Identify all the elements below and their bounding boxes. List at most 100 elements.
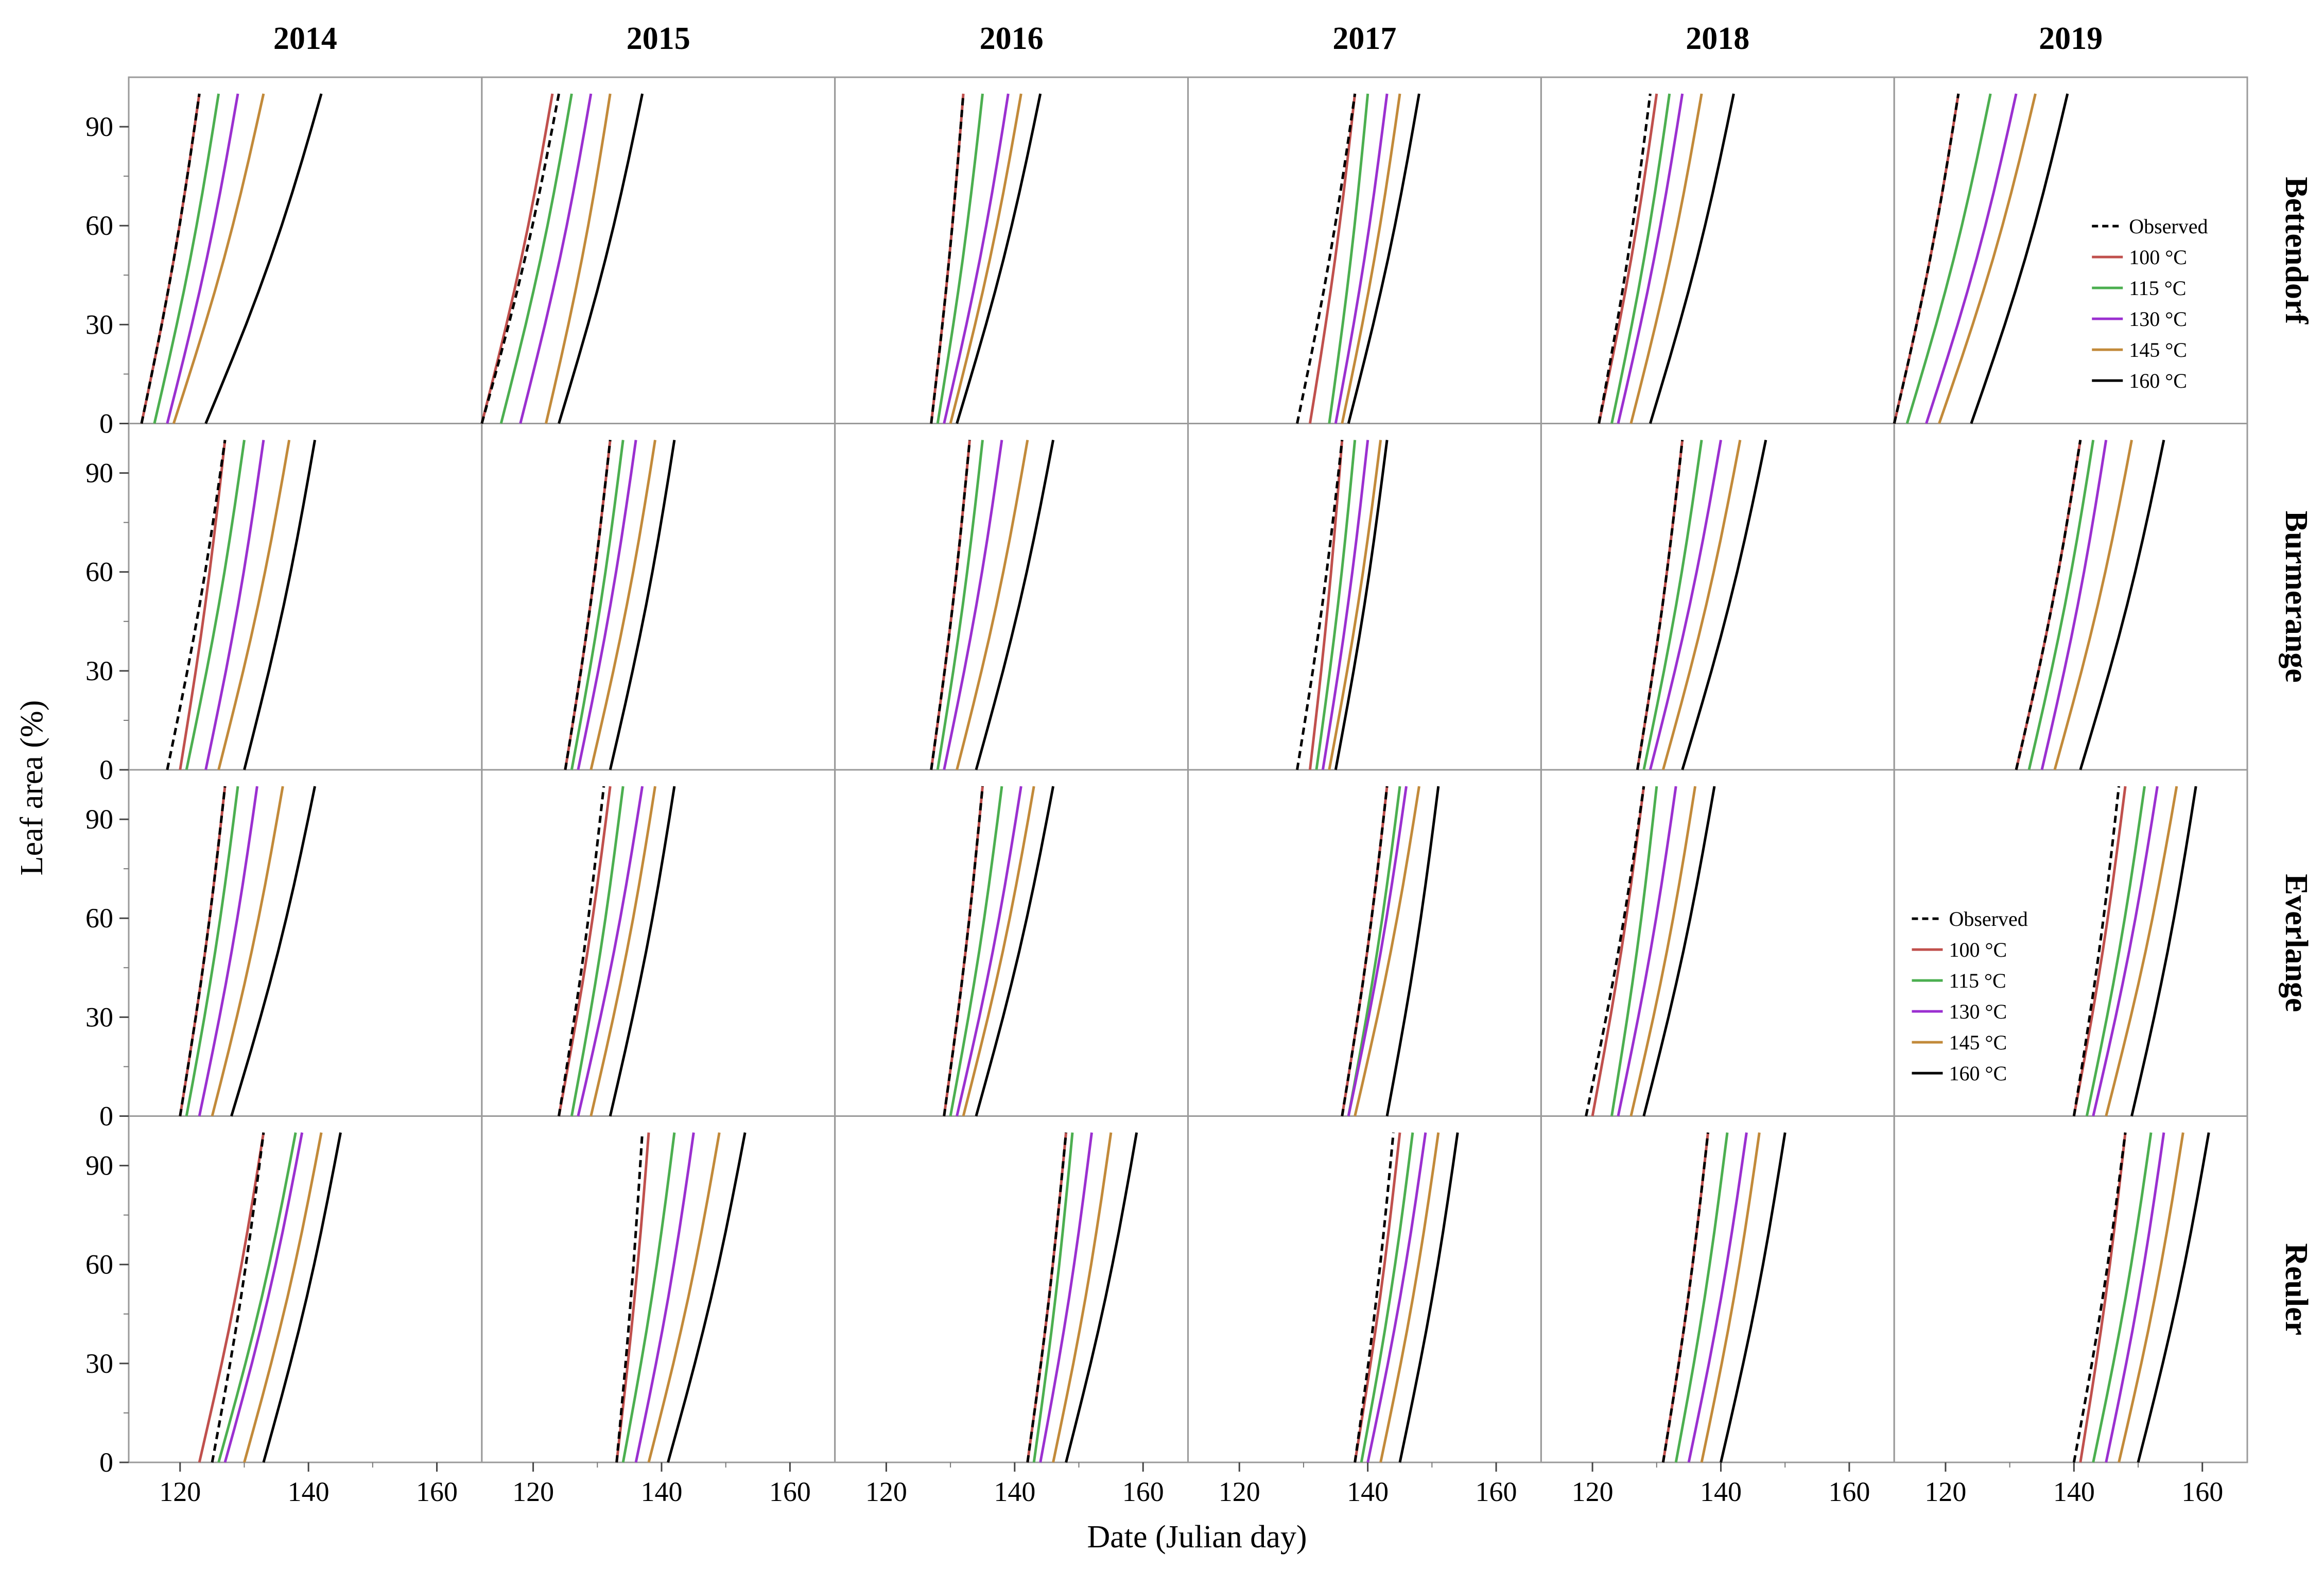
series-115-c-reuler-2015 (621, 1132, 676, 1463)
legend-bettendorf-2019: Observed 100 °C 115 °C 130 °C 145 °C 160 °C (2088, 208, 2238, 401)
series-100-c-everlange-2019 (2072, 786, 2127, 1116)
series-100-c-bettendorf-2015 (480, 93, 554, 424)
series-observed-everlange-2017 (1341, 786, 1389, 1116)
y-tick-label-everlange-60: 60 (85, 903, 113, 934)
y-tick-label-everlange-30: 30 (85, 1002, 113, 1032)
series-100-c-reuler-2014 (198, 1132, 265, 1463)
series-145-c-reuler-2014 (243, 1132, 323, 1463)
panel-frame-everlange-2017 (1187, 769, 1542, 1117)
series-145-c-everlange-2016 (962, 786, 1035, 1117)
y-tick-label-bettendorf-0: 0 (99, 408, 113, 439)
series-145-c-everlange-2014 (211, 786, 284, 1117)
series-115-c-bettendorf-2014 (153, 93, 220, 424)
legend-label-observed-everlange-2019: Observed (1949, 907, 2027, 930)
series-115-c-everlange-2015 (570, 786, 625, 1116)
series-115-c-burmerange-2018 (1642, 440, 1703, 770)
year-label-2015: 2015 (627, 21, 690, 56)
series-115-c-burmerange-2017 (1315, 440, 1357, 770)
cultivar-row-labels: Bettendorf Burmerange Everlange Reuler (2279, 177, 2314, 1335)
series-160-c-everlange-2015 (609, 786, 676, 1117)
series-160-c-bettendorf-2019 (1970, 93, 2069, 424)
y-tick-label-bettendorf-30: 30 (85, 309, 113, 340)
series-observed-bettendorf-2019 (1893, 93, 1960, 424)
series-100-c-bettendorf-2018 (1598, 93, 1658, 424)
series-160-c-bettendorf-2018 (1649, 93, 1735, 424)
panel-frame-everlange-2014 (128, 769, 483, 1117)
series-130-c-bettendorf-2019 (1925, 93, 2018, 424)
series-115-c-bettendorf-2018 (1610, 93, 1671, 424)
series-130-c-burmerange-2018 (1649, 440, 1722, 770)
series-130-c-everlange-2017 (1347, 786, 1408, 1117)
series-145-c-everlange-2017 (1354, 786, 1420, 1117)
x-tick-label-2019-120: 120 (1924, 1476, 1966, 1507)
series-observed-reuler-2015 (615, 1132, 644, 1463)
series-observed-everlange-2014 (179, 786, 227, 1116)
series-160-c-reuler-2016 (1065, 1132, 1138, 1463)
series-130-c-bettendorf-2017 (1334, 93, 1389, 424)
series-130-c-reuler-2016 (1039, 1132, 1093, 1463)
panel-frame-reuler-2015 (481, 1115, 836, 1463)
y-tick-label-everlange-90: 90 (85, 804, 113, 835)
y-tick-label-reuler-30: 30 (85, 1348, 113, 1379)
x-tick-label-2014-140: 140 (288, 1476, 329, 1507)
series-100-c-bettendorf-2019 (1893, 93, 1960, 424)
legend-label-observed-bettendorf-2019: Observed (2129, 215, 2208, 238)
panel-frame-bettendorf-2016 (834, 76, 1189, 424)
legend-label-100-c-everlange-2019: 100 °C (1949, 938, 2007, 961)
series-160-c-burmerange-2015 (609, 440, 676, 770)
series-145-c-bettendorf-2018 (1629, 93, 1703, 424)
series-145-c-everlange-2019 (2105, 786, 2178, 1117)
series-145-c-reuler-2018 (1700, 1132, 1761, 1463)
series-115-c-reuler-2014 (217, 1132, 297, 1463)
series-observed-bettendorf-2014 (140, 93, 201, 424)
series-160-c-burmerange-2019 (2079, 439, 2165, 770)
x-tick-label-2017-120: 120 (1219, 1476, 1260, 1507)
cultivar-label-burmerange: Burmerange (2279, 511, 2314, 683)
series-observed-bettendorf-2017 (1296, 93, 1357, 424)
panel-frame-bettendorf-2015 (481, 76, 836, 424)
series-145-c-reuler-2015 (647, 1132, 721, 1463)
series-observed-bettendorf-2018 (1598, 93, 1652, 424)
series-130-c-reuler-2018 (1687, 1132, 1748, 1463)
series-130-c-bettendorf-2014 (166, 93, 239, 424)
year-label-2018: 2018 (1686, 21, 1749, 56)
series-160-c-everlange-2016 (975, 786, 1055, 1117)
series-observed-burmerange-2018 (1636, 440, 1684, 770)
y-tick-label-burmerange-0: 0 (99, 754, 113, 785)
series-100-c-everlange-2015 (558, 786, 612, 1116)
series-145-c-burmerange-2014 (217, 440, 291, 770)
series-observed-reuler-2017 (1354, 1132, 1395, 1463)
panel-frame-bettendorf-2018 (1540, 76, 1895, 424)
series-100-c-burmerange-2017 (1308, 440, 1344, 770)
series-160-c-reuler-2014 (262, 1132, 342, 1463)
y-tick-label-reuler-90: 90 (85, 1150, 113, 1181)
cultivar-label-reuler: Reuler (2279, 1243, 2314, 1335)
legend-everlange-2019: Observed 100 °C 115 °C 130 °C 145 °C 160 °C (1907, 900, 2057, 1094)
series-115-c-reuler-2016 (1032, 1132, 1074, 1463)
series-115-c-reuler-2019 (2092, 1132, 2153, 1463)
series-115-c-everlange-2018 (1610, 786, 1658, 1116)
series-160-c-everlange-2019 (2130, 786, 2197, 1117)
series-130-c-bettendorf-2015 (519, 93, 593, 424)
series-observed-reuler-2019 (2072, 1132, 2127, 1463)
series-145-c-bettendorf-2017 (1341, 93, 1401, 424)
series-145-c-burmerange-2019 (2053, 440, 2133, 770)
series-100-c-reuler-2015 (615, 1132, 650, 1463)
series-160-c-burmerange-2014 (243, 440, 317, 770)
series-145-c-everlange-2018 (1629, 786, 1697, 1117)
series-130-c-reuler-2015 (634, 1132, 695, 1463)
series-100-c-burmerange-2019 (2015, 440, 2082, 770)
series-145-c-bettendorf-2019 (1938, 93, 2037, 424)
y-tick-label-reuler-60: 60 (85, 1249, 113, 1280)
x-tick-label-2015-140: 140 (640, 1476, 682, 1507)
y-axis-label: Leaf area (%) (14, 700, 49, 876)
year-label-2016: 2016 (980, 21, 1044, 56)
series-observed-bettendorf-2016 (930, 93, 965, 424)
panel-frame-reuler-2019 (1893, 1115, 2248, 1463)
series-130-c-bettendorf-2018 (1617, 93, 1684, 424)
series-130-c-burmerange-2014 (204, 440, 265, 770)
legend-label-100-c-bettendorf-2019: 100 °C (2129, 246, 2187, 269)
series-100-c-reuler-2017 (1354, 1132, 1401, 1463)
series-observed-everlange-2015 (558, 786, 605, 1116)
